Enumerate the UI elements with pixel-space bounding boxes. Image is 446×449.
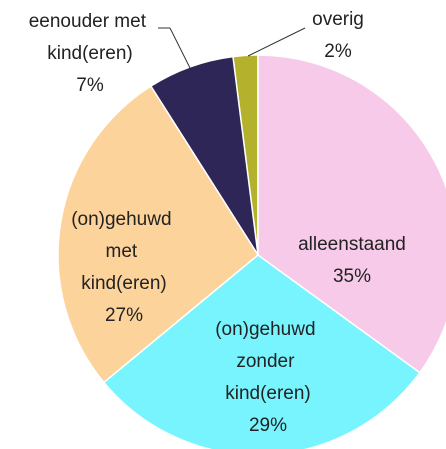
value-label: 27% [105,305,143,326]
pie-slice [102,254,421,449]
pie-slice [257,54,446,374]
slice-label: overig [312,9,364,30]
leader-line [169,27,191,69]
value-label: 35% [333,266,371,287]
value-label: 29% [249,415,287,436]
leader-line [247,27,306,57]
slice-label: alleenstaand [298,234,406,255]
value-label: 7% [76,75,104,96]
pie-slice [57,85,259,384]
slice-label: (on)gehuwd met kind(eren) [71,209,177,294]
slice-label: eenouder met kind(eren) [29,11,152,64]
slice-label: (on)gehuwd zonder kind(eren) [215,319,321,404]
value-label: 2% [324,41,352,62]
